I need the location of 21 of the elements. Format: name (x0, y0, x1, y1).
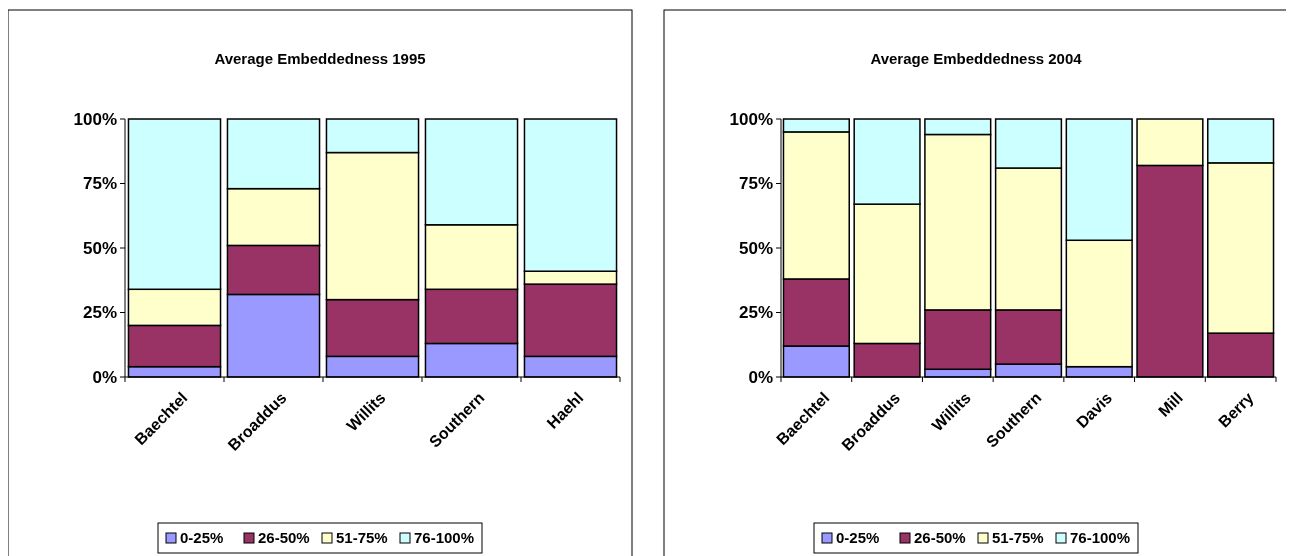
legend-label: 26-50% (258, 529, 310, 547)
y-tick-label: 25% (82, 303, 117, 323)
legend-label: 0-25% (180, 529, 224, 547)
y-tick-label: 0% (748, 367, 773, 387)
legend-label: 0-25% (836, 529, 880, 547)
y-tick-label: 50% (738, 238, 773, 258)
legend-label: 76-100% (414, 529, 475, 547)
y-tick-label: 75% (82, 174, 117, 194)
chart-title: Average Embeddedness 2004 (870, 50, 1083, 67)
legend-label: 51-75% (336, 529, 388, 547)
legend-label: 51-75% (992, 529, 1044, 547)
x-tick-label: Mill (1155, 389, 1186, 420)
y-tick-label: 50% (82, 238, 117, 258)
y-tick-label: 75% (738, 174, 773, 194)
y-tick-label: 0% (92, 367, 117, 387)
legend-label: 26-50% (914, 529, 966, 547)
y-tick-label: 100% (729, 109, 773, 129)
chart-title: Average Embeddedness 1995 (214, 50, 426, 67)
y-tick-label: 100% (73, 109, 117, 129)
legend-label: 76-100% (1070, 529, 1131, 547)
y-tick-label: 25% (738, 303, 773, 323)
